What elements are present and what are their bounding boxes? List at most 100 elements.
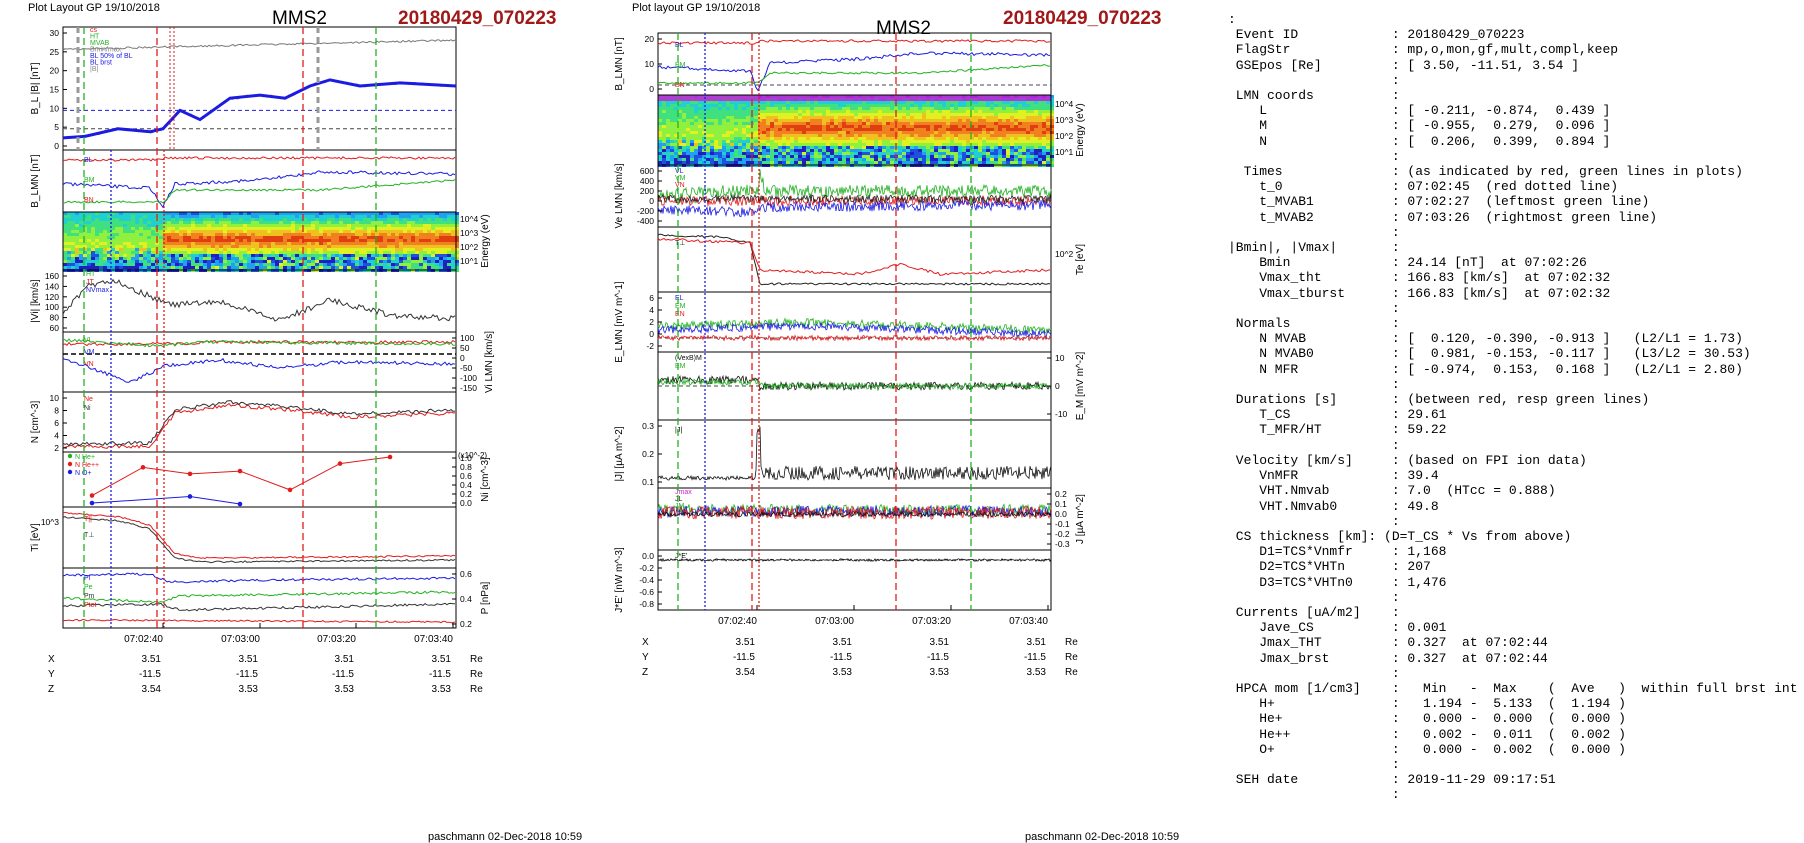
spectrogram-cell [994, 158, 998, 161]
spectrogram-cell [898, 158, 902, 161]
spectrogram-cell [223, 212, 227, 215]
spectrogram-cell [259, 263, 263, 266]
spectrogram-cell [1026, 131, 1030, 134]
spectrogram-cell [187, 245, 191, 248]
spectrogram-cell [1026, 155, 1030, 158]
spectrogram-cell [1046, 146, 1050, 149]
spectrogram-cell [159, 227, 163, 230]
spectrogram-cell [718, 122, 722, 125]
spectrogram-cell [327, 236, 331, 239]
spectrogram-cell [387, 218, 391, 221]
spectrogram-cell [147, 239, 151, 242]
spectrogram-cell [167, 236, 171, 239]
spectrogram-cell [211, 239, 215, 242]
spectrogram-cell [131, 212, 135, 215]
spectrogram-cell [119, 248, 123, 251]
spectrogram-cell [918, 146, 922, 149]
spectrogram-cell [403, 215, 407, 218]
spectrogram-cell [726, 116, 730, 119]
spectrogram-cell [670, 158, 674, 161]
spectrogram-cell [838, 116, 842, 119]
spectrogram-cell [902, 128, 906, 131]
spectrogram-cell [199, 233, 203, 236]
spectrogram-cell [950, 119, 954, 122]
spectrogram-cell [994, 113, 998, 116]
spectrogram-cell [171, 221, 175, 224]
spectrogram-cell [874, 107, 878, 110]
spectrogram-cell [87, 224, 91, 227]
spectrogram-cell [283, 260, 287, 263]
spectrogram-cell [383, 260, 387, 263]
q2-tick-label: 10^1 [1055, 147, 1073, 157]
spectrogram-cell [455, 245, 459, 248]
spectrogram-cell [934, 140, 938, 143]
spectrogram-cell [694, 146, 698, 149]
spectrogram-cell [662, 113, 666, 116]
spectrogram-cell [1014, 113, 1018, 116]
spectrogram-cell [926, 101, 930, 104]
spectrogram-cell [870, 158, 874, 161]
spectrogram-cell [1002, 131, 1006, 134]
spectrogram-cell [722, 134, 726, 137]
spectrogram-cell [95, 266, 99, 269]
spectrogram-cell [822, 143, 826, 146]
spectrogram-cell [838, 158, 842, 161]
spectrogram-cell [982, 131, 986, 134]
spectrogram-cell [299, 242, 303, 245]
spectrogram-cell [922, 149, 926, 152]
spectrogram-cell [986, 137, 990, 140]
spectrogram-cell [794, 104, 798, 107]
spectrogram-cell [247, 215, 251, 218]
spectrogram-cell [435, 230, 439, 233]
spectrogram-cell [87, 245, 91, 248]
spectrogram-cell [71, 242, 75, 245]
spectrogram-cell [203, 221, 207, 224]
bm-comp-trace [62, 170, 456, 209]
spectrogram-cell [415, 221, 419, 224]
spectrogram-cell [331, 257, 335, 260]
spectrogram-cell [91, 263, 95, 266]
spectrogram-cell [846, 104, 850, 107]
spectrogram-cell [271, 227, 275, 230]
spectrogram-cell [906, 107, 910, 110]
spectrogram-cell [690, 128, 694, 131]
spectrogram-cell [698, 104, 702, 107]
spectrogram-cell [423, 263, 427, 266]
spectrogram-cell [978, 158, 982, 161]
spectrogram-cell [435, 218, 439, 221]
spectrogram-cell [782, 125, 786, 128]
spectrogram-cell [670, 131, 674, 134]
spectrogram-cell [351, 215, 355, 218]
spectrogram-cell [279, 242, 283, 245]
spectrogram-cell [862, 143, 866, 146]
spectrogram-cell [790, 107, 794, 110]
spectrogram-cell [694, 125, 698, 128]
spectrogram-cell [159, 257, 163, 260]
spectrogram-cell [1030, 146, 1034, 149]
spectrogram-cell [926, 119, 930, 122]
spectrogram-cell [734, 161, 738, 164]
spectrogram-cell [299, 245, 303, 248]
spectrogram-cell [391, 212, 395, 215]
spectrogram-cell [395, 215, 399, 218]
spectrogram-cell [1042, 122, 1046, 125]
spectrogram-cell [978, 134, 982, 137]
spectrogram-cell [938, 134, 942, 137]
spectrogram-cell [1026, 137, 1030, 140]
spectrogram-cell [395, 251, 399, 254]
spectrogram-cell [970, 131, 974, 134]
spectrogram-cell [419, 248, 423, 251]
spectrogram-cell [970, 104, 974, 107]
spectrogram-cell [123, 254, 127, 257]
spectrogram-cell [1026, 119, 1030, 122]
spectrogram-cell [147, 245, 151, 248]
spectrogram-cell [299, 221, 303, 224]
spectrogram-cell [227, 239, 231, 242]
spectrogram-cell [1034, 107, 1038, 110]
spectrogram-cell [830, 137, 834, 140]
spectrogram-cell [1030, 116, 1034, 119]
spectrogram-cell [319, 260, 323, 263]
spectrogram-cell [203, 251, 207, 254]
spectrogram-cell [427, 236, 431, 239]
spectrogram-cell [295, 254, 299, 257]
